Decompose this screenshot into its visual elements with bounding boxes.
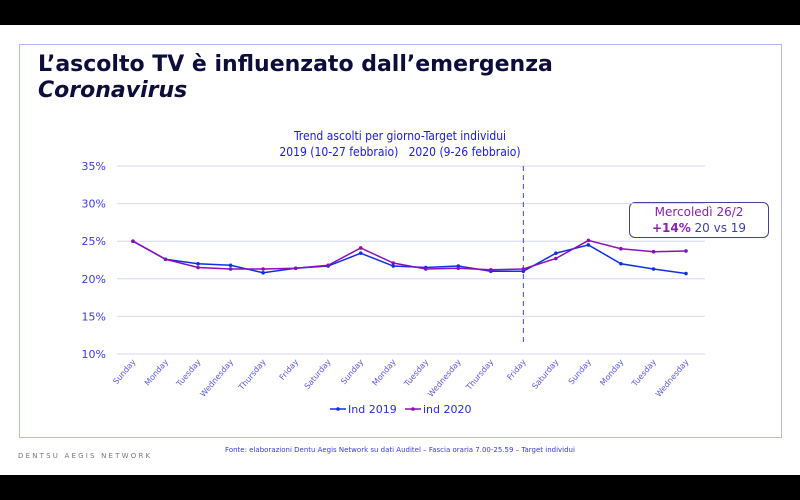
brand-logo-text: DENTSU AEGIS NETWORK — [18, 452, 153, 460]
title-line2: Coronavirus — [38, 78, 188, 103]
slide-title: L’ascolto TV è influenzato dall’emergenz… — [38, 52, 553, 104]
data-point — [554, 256, 558, 261]
data-point — [456, 266, 461, 271]
data-point — [684, 249, 688, 253]
data-point — [554, 251, 558, 256]
data-point — [423, 267, 428, 271]
slide: L’ascolto TV è influenzato dall’emergenz… — [0, 25, 800, 475]
data-point — [358, 246, 363, 250]
x-tick-label: Thursday — [236, 357, 268, 392]
x-tick-label: Wednesday — [198, 357, 235, 398]
data-point — [651, 249, 656, 254]
data-point — [131, 239, 135, 243]
data-point — [586, 238, 591, 243]
data-point — [651, 267, 656, 271]
callout-rest: 20 vs 19 — [690, 221, 747, 235]
legend-marker — [411, 407, 415, 411]
chart-subtitle: 2019 (10-27 febbraio) 2020 (9-26 febbrai… — [279, 145, 521, 159]
x-tick-label: Thursday — [464, 357, 496, 392]
data-point — [521, 267, 526, 271]
x-tick-label: Sunday — [339, 357, 365, 386]
data-point — [358, 251, 363, 256]
data-point — [489, 267, 493, 272]
data-point — [196, 265, 200, 270]
slide-frame — [19, 44, 782, 438]
data-point — [261, 270, 265, 275]
data-point — [391, 261, 396, 265]
x-tick-label: Sunday — [111, 357, 137, 386]
x-tick-label: Monday — [598, 357, 625, 387]
x-tick-label: Sunday — [567, 357, 593, 386]
data-point — [196, 261, 200, 266]
data-point — [619, 261, 623, 266]
y-tick-label: 35% — [82, 160, 106, 173]
data-point — [261, 267, 265, 271]
y-tick-label: 15% — [82, 310, 106, 323]
chart-title: Trend ascolti per giorno-Target individu… — [0, 128, 800, 160]
data-point — [586, 243, 591, 247]
source-note: Fonte: elaborazioni Dentu Aegis Network … — [225, 446, 575, 454]
x-tick-label: Tuesday — [174, 357, 203, 389]
data-point — [684, 271, 688, 276]
data-point — [391, 264, 396, 268]
callout-box: Mercoledì 26/2 +14% 20 vs 19 — [629, 202, 769, 238]
data-point — [228, 267, 233, 271]
title-line1: L’ascolto TV è influenzato dall’emergenz… — [38, 52, 553, 77]
callout-percent: +14% — [651, 221, 691, 235]
y-tick-label: 25% — [82, 235, 106, 248]
x-tick-label: Friday — [278, 357, 301, 382]
x-tick-label: Monday — [371, 357, 398, 387]
y-tick-label: 10% — [82, 348, 106, 361]
data-point — [163, 257, 168, 262]
data-point — [228, 263, 233, 268]
x-tick-label: Monday — [143, 357, 170, 387]
x-tick-label: Friday — [505, 357, 528, 382]
x-tick-label: Tuesday — [402, 357, 431, 389]
y-tick-label: 30% — [82, 198, 106, 211]
legend-marker — [336, 407, 340, 411]
legend-label: Ind 2019 — [348, 403, 397, 416]
x-tick-label: Tuesday — [630, 357, 659, 389]
y-tick-label: 20% — [82, 273, 106, 286]
x-tick-label: Saturday — [303, 357, 333, 391]
legend-label: ind 2020 — [423, 403, 472, 416]
x-tick-label: Wednesday — [654, 357, 691, 398]
data-point — [619, 246, 623, 251]
series-line-ind-2020 — [132, 239, 687, 271]
x-tick-label: Saturday — [530, 357, 560, 391]
data-point — [293, 266, 298, 271]
x-tick-label: Wednesday — [426, 357, 463, 398]
callout-line1: Mercoledì 26/2 — [654, 205, 744, 219]
data-point — [326, 263, 330, 268]
chart-title-line1: Trend ascolti per giorno-Target individu… — [293, 129, 507, 143]
